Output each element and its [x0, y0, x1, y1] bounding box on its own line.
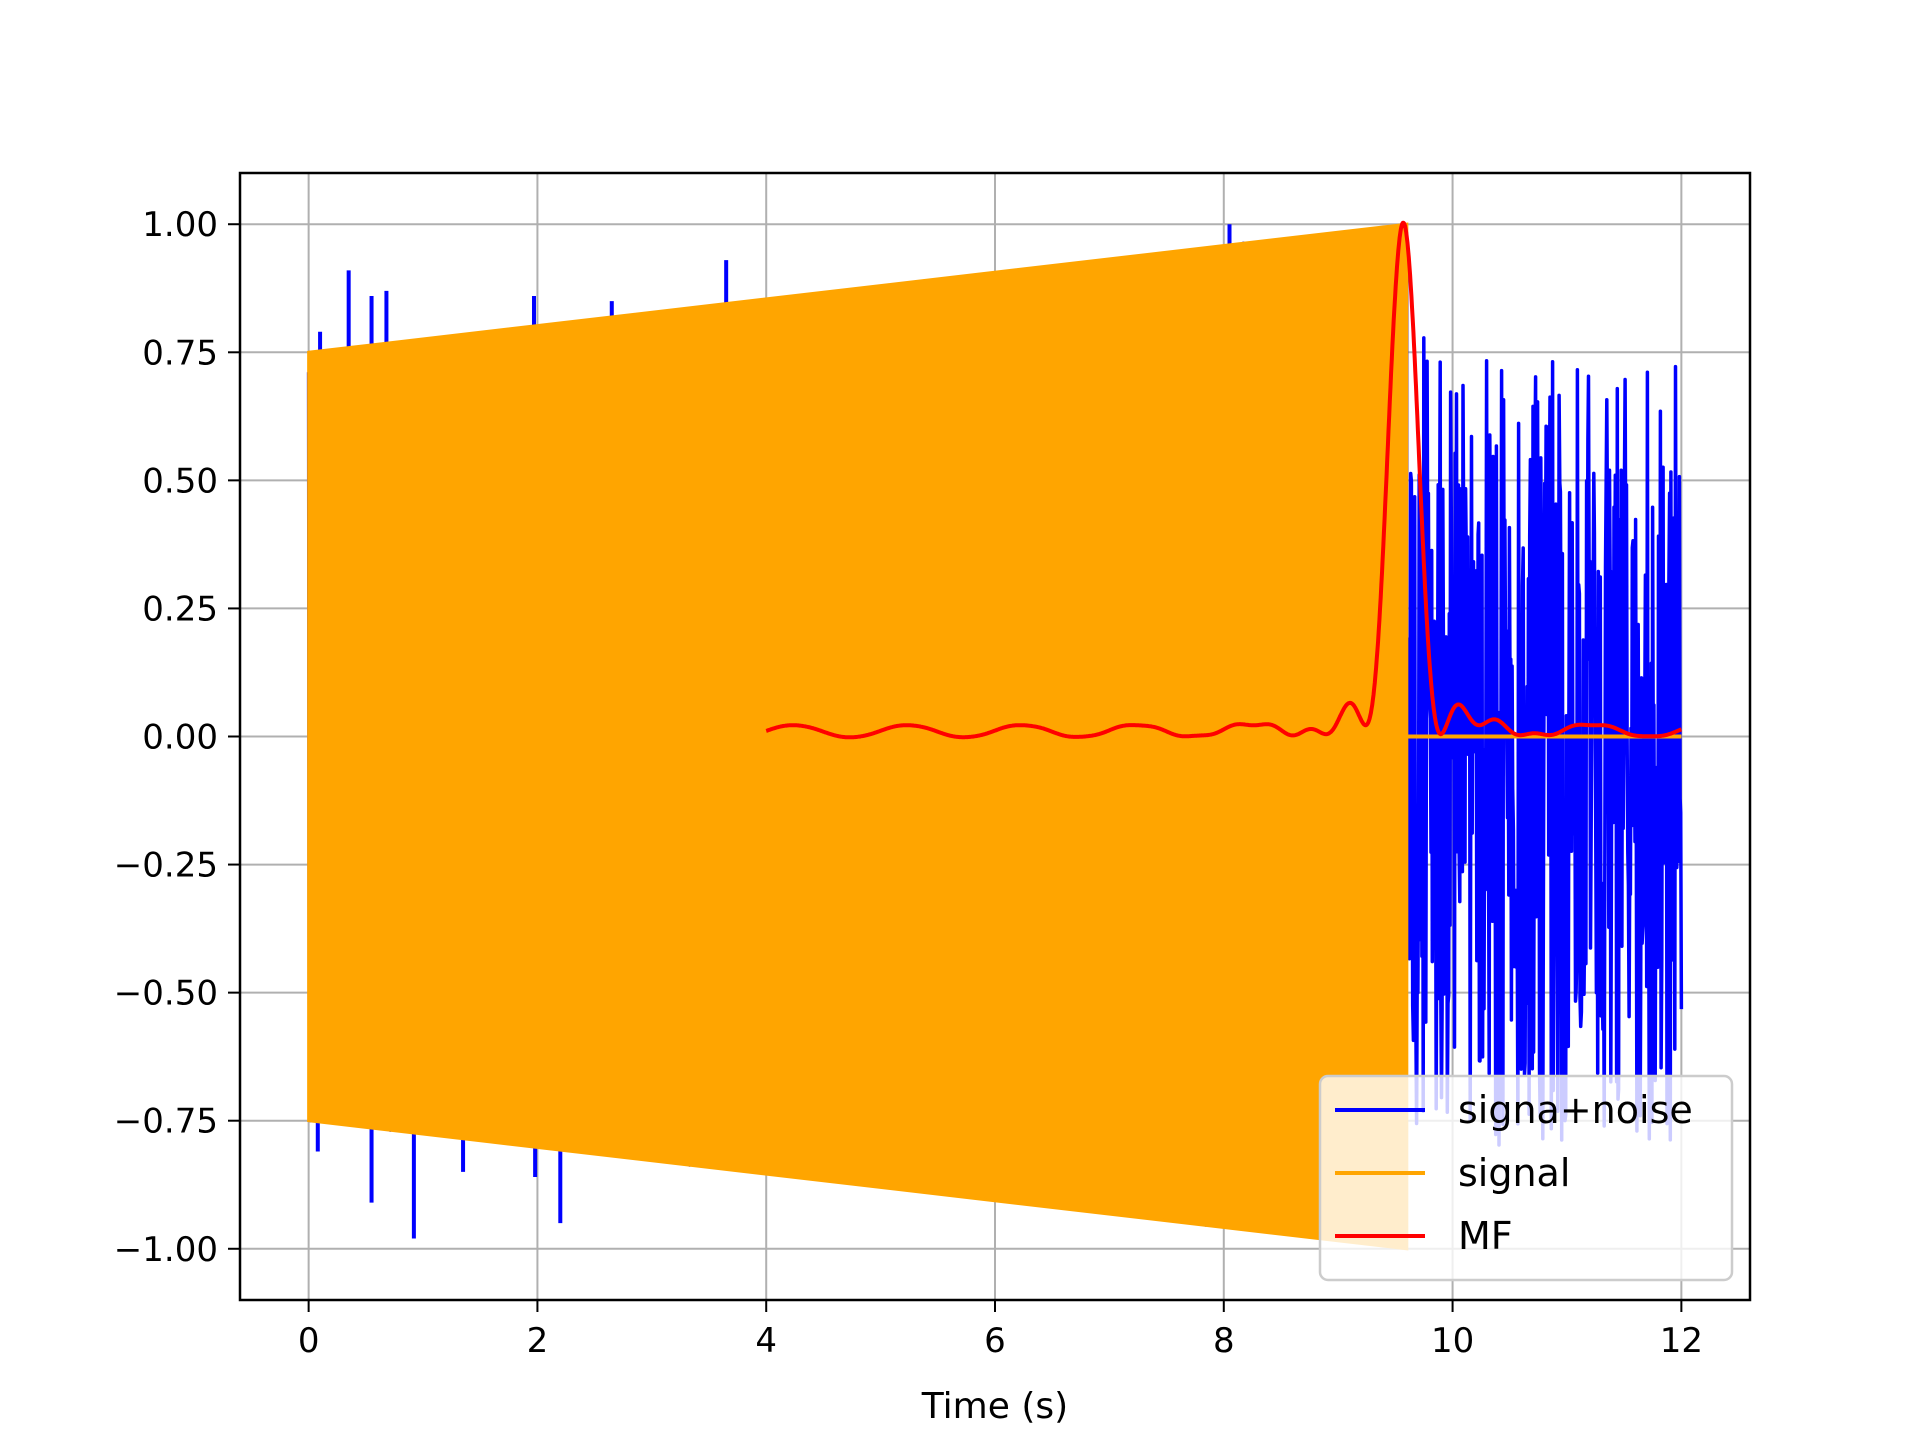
y-tick-label: −0.50	[114, 974, 218, 1014]
legend-label-mf: MF	[1458, 1214, 1513, 1258]
legend-box	[1318, 1074, 1734, 1282]
y-tick-label: 0.25	[142, 589, 218, 629]
x-tick-label: 8	[1213, 1321, 1235, 1361]
x-tick-label: 2	[527, 1321, 549, 1361]
x-axis-title: Time (s)	[921, 1386, 1068, 1427]
x-tick-label: 4	[755, 1321, 777, 1361]
y-tick-label: 0.75	[142, 333, 218, 373]
series-mf-line	[764, 220, 1683, 740]
x-tick-label: 12	[1660, 1321, 1703, 1361]
x-tick-label: 0	[298, 1321, 320, 1361]
x-tick-label: 10	[1431, 1321, 1474, 1361]
legend: signa+noise signal MF	[1318, 1074, 1734, 1282]
y-axis: 1.00 0.75 0.50 0.25 0.00 −0.25 −0.50 −0.75 −1.00	[114, 205, 240, 1270]
y-tick-label: −1.00	[114, 1230, 218, 1270]
y-tick-label: 0.50	[142, 461, 218, 501]
y-tick-label: 0.00	[142, 718, 218, 758]
y-tick-label: −0.75	[114, 1102, 218, 1142]
legend-label-signa-noise: signa+noise	[1458, 1088, 1693, 1132]
y-tick-label: −0.25	[114, 846, 218, 886]
x-tick-label: 6	[984, 1321, 1006, 1361]
x-axis: 0 2 4 6 8 10 12	[298, 1300, 1703, 1361]
y-tick-label: 1.00	[142, 205, 218, 245]
legend-label-signal: signal	[1458, 1151, 1570, 1195]
